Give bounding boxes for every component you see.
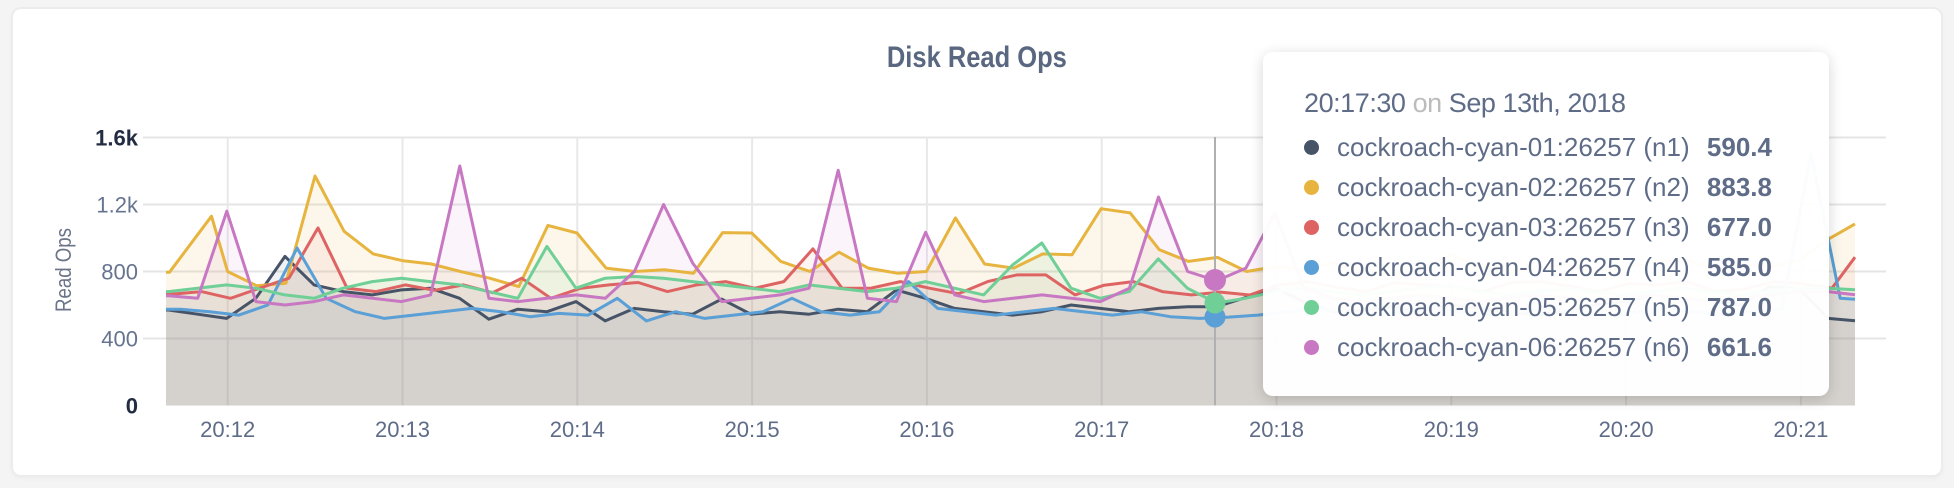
svg-text:400: 400 — [101, 327, 138, 352]
svg-text:1.2k: 1.2k — [96, 193, 139, 218]
svg-text:Read Ops: Read Ops — [51, 228, 76, 312]
svg-text:20:21: 20:21 — [1773, 417, 1828, 442]
svg-text:20:19: 20:19 — [1424, 417, 1479, 442]
svg-text:20:12: 20:12 — [200, 417, 255, 442]
svg-text:20:17: 20:17 — [1074, 417, 1129, 442]
svg-text:1.6k: 1.6k — [95, 126, 139, 151]
svg-text:20:18: 20:18 — [1249, 417, 1304, 442]
svg-text:800: 800 — [101, 260, 138, 285]
svg-text:20:20: 20:20 — [1599, 417, 1654, 442]
svg-text:20:16: 20:16 — [899, 417, 954, 442]
svg-text:20:13: 20:13 — [375, 417, 430, 442]
svg-text:20:14: 20:14 — [550, 417, 605, 442]
svg-text:20:15: 20:15 — [725, 417, 780, 442]
svg-text:0: 0 — [126, 394, 138, 419]
